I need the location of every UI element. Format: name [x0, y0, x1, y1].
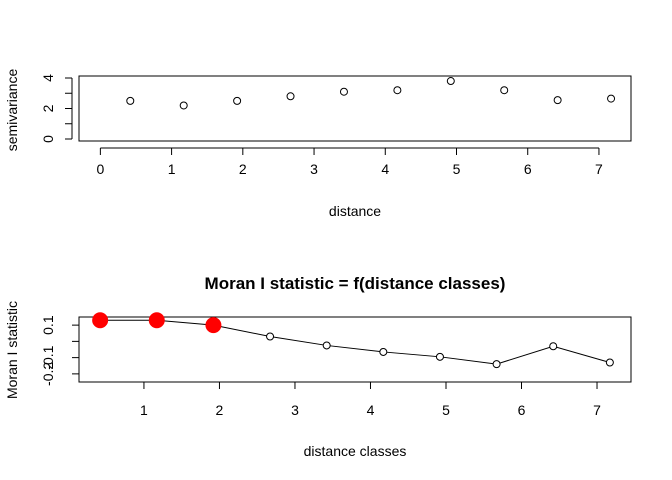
- x-axis: 1 2 3 4 5 6 7: [140, 381, 601, 418]
- x-tick-label: 1: [140, 402, 148, 418]
- x-tick-label: 0: [96, 161, 104, 177]
- y-tick-label: 0: [40, 135, 56, 143]
- data-point: [233, 96, 242, 105]
- data-point: [379, 347, 388, 356]
- data-point: [126, 96, 135, 105]
- significant-point: [92, 312, 109, 329]
- y-tick-label: -0.1: [40, 345, 56, 369]
- x-tick-label: 4: [381, 161, 389, 177]
- y-tick-label: -0.2: [40, 362, 56, 386]
- data-point: [286, 92, 295, 101]
- data-point: [393, 86, 402, 95]
- x-axis-label: distance classes: [304, 443, 407, 459]
- y-axis-label: semivariance: [4, 69, 20, 152]
- y-axis: 0 2 4: [40, 74, 73, 143]
- x-axis-label: distance: [329, 203, 381, 219]
- y-tick-label: 4: [40, 74, 56, 82]
- series-line: [92, 312, 614, 369]
- x-tick-label: 5: [453, 161, 461, 177]
- x-axis: 0 1 2 3 4 5 6 7: [96, 147, 603, 177]
- y-axis: -0.2-0.1 0.1: [40, 315, 80, 386]
- chart-title: Moran I statistic = f(distance classes): [205, 274, 506, 293]
- data-point: [322, 341, 331, 350]
- data-point: [553, 96, 562, 105]
- series-line-path: [100, 319, 610, 365]
- data-points: [126, 77, 616, 110]
- data-point: [339, 87, 348, 96]
- x-tick-label: 2: [239, 161, 247, 177]
- data-point: [266, 332, 275, 341]
- x-tick-label: 6: [524, 161, 532, 177]
- x-tick-label: 5: [442, 402, 450, 418]
- plot-frame: [78, 316, 632, 383]
- data-point: [492, 360, 501, 369]
- x-tick-label: 7: [593, 402, 601, 418]
- data-point: [605, 358, 614, 367]
- data-point: [446, 77, 455, 86]
- data-point: [179, 101, 188, 110]
- x-tick-label: 4: [367, 402, 375, 418]
- semivariance-panel: 0 1 2 3 4 5 6 7 0 2 4 distance semivariance: [4, 69, 632, 219]
- x-tick-label: 3: [291, 402, 299, 418]
- significant-point: [205, 317, 222, 334]
- x-tick-label: 2: [216, 402, 224, 418]
- y-axis-label: Moran I statistic: [4, 301, 20, 399]
- y-tick-label: 0.1: [40, 315, 56, 335]
- data-point: [500, 86, 509, 95]
- data-point: [549, 342, 558, 351]
- y-tick-label: 2: [40, 104, 56, 112]
- significant-point: [148, 312, 165, 329]
- moran-panel: Moran I statistic = f(distance classes) …: [4, 274, 632, 459]
- data-point: [607, 94, 616, 103]
- x-tick-label: 3: [310, 161, 318, 177]
- x-tick-label: 7: [595, 161, 603, 177]
- x-tick-label: 6: [518, 402, 526, 418]
- data-point: [435, 352, 444, 361]
- x-tick-label: 1: [168, 161, 176, 177]
- plot-frame: [78, 75, 632, 142]
